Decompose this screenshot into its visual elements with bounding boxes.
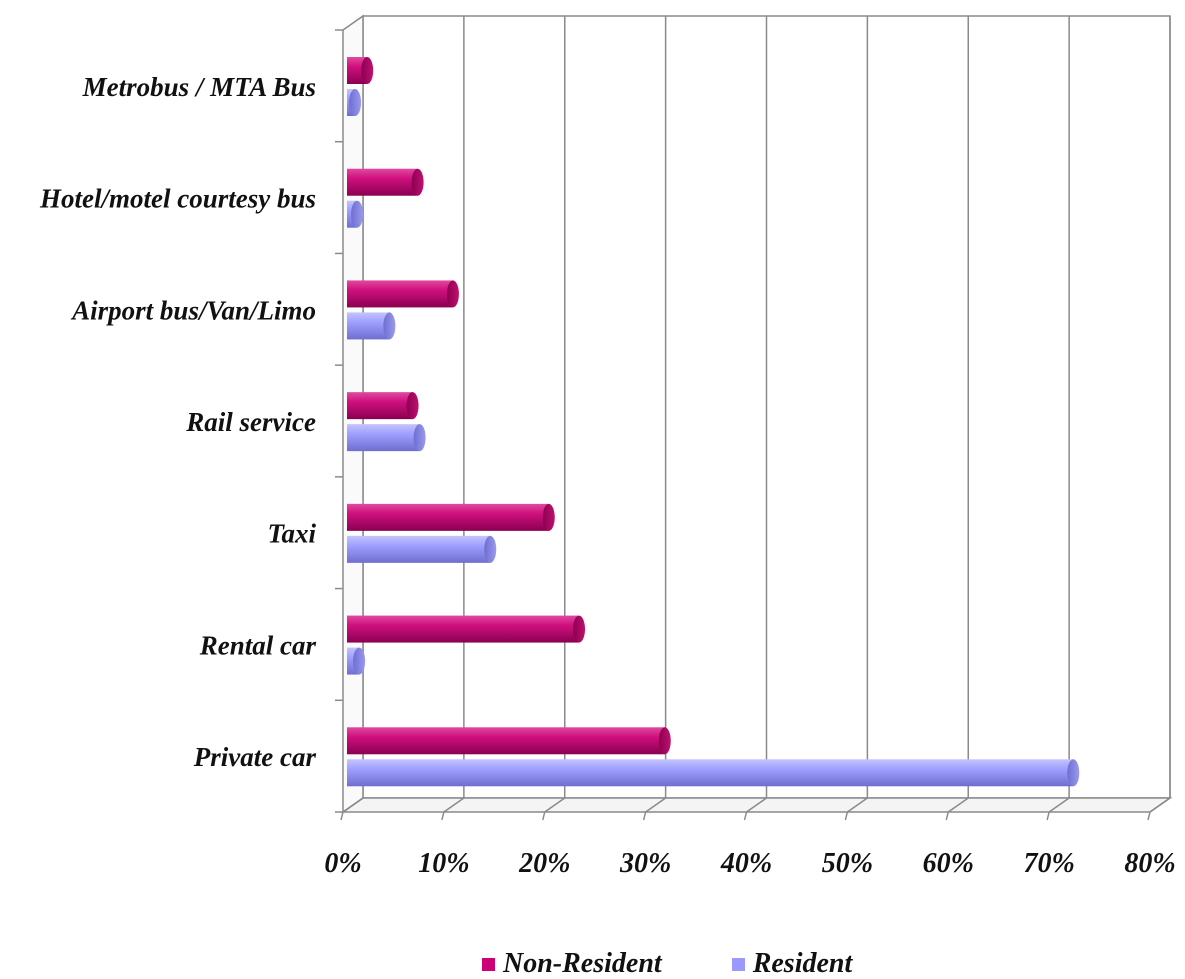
x-tick-mark <box>743 811 748 821</box>
legend-label-resident: Resident <box>752 948 853 979</box>
bar-body <box>347 424 420 452</box>
x-tick-label: 40% <box>720 848 772 879</box>
x-tick-mark <box>1147 811 1151 821</box>
bar-body <box>347 280 453 308</box>
legend: Non-Resident Resident <box>482 950 852 978</box>
category-label: Rail service <box>185 407 316 437</box>
category-label: Airport bus/Van/Limo <box>70 295 316 325</box>
bar-body <box>347 312 390 340</box>
axes <box>335 14 1173 821</box>
bar-cap <box>349 89 362 116</box>
bar-body <box>347 727 665 755</box>
bar-cap <box>411 168 424 196</box>
legend-label-non-resident: Non-Resident <box>503 948 662 979</box>
bar-body <box>347 503 549 531</box>
bar-cap <box>351 200 364 228</box>
bar-resident <box>347 647 366 675</box>
x-tick-mark <box>642 811 647 821</box>
floor-tick-line <box>846 797 868 813</box>
x-tick-mark <box>1046 811 1050 821</box>
x-tick-label: 60% <box>923 848 974 879</box>
bar-non-resident <box>347 615 586 643</box>
floor-tick-line <box>342 797 364 813</box>
labels: 0% 10% 20% 30% 40% 50% 60% 70% 80% Metrobus / MTA… <box>39 72 1176 879</box>
bar-cap <box>1067 759 1080 787</box>
x-tick-mark <box>844 811 849 821</box>
bar-non-resident <box>347 57 374 84</box>
bar-resident <box>347 200 364 228</box>
x-tick-label: 10% <box>418 848 469 879</box>
x-tick-label: 30% <box>619 848 671 879</box>
legend-item-non-resident: Non-Resident <box>482 950 662 978</box>
bar-cap <box>383 312 396 340</box>
floor-tick-line <box>947 797 969 813</box>
bar-cap <box>413 424 426 452</box>
bar-cap <box>484 535 497 563</box>
category-label: Private car <box>193 742 317 772</box>
bar-resident <box>347 312 396 340</box>
bar-resident <box>347 89 362 116</box>
x-tick-label: 0% <box>324 848 361 879</box>
bar-non-resident <box>347 280 459 308</box>
bar-non-resident <box>347 168 424 196</box>
x-tick-label: 50% <box>822 848 873 879</box>
category-label: Rental car <box>199 630 317 660</box>
bar-body <box>347 168 418 196</box>
bar-resident <box>347 535 497 563</box>
legend-item-resident: Resident <box>731 948 853 979</box>
floor-tick-line <box>746 797 767 813</box>
floor-tick-line <box>1149 797 1171 813</box>
bar-cap <box>361 57 374 84</box>
bar-cap <box>406 392 419 420</box>
floor-tick-line <box>443 797 465 813</box>
floor-tick-line <box>1048 797 1070 813</box>
x-tick-label: 80% <box>1124 848 1175 879</box>
bar-body <box>347 615 580 643</box>
bar-cap <box>353 647 366 675</box>
category-label: Metrobus / MTA Bus <box>82 72 316 102</box>
bar-cap <box>573 615 586 643</box>
bar-non-resident <box>347 727 671 755</box>
legend-swatch-resident <box>731 957 745 971</box>
bar-body <box>347 392 413 420</box>
x-tick-label: 20% <box>518 848 570 879</box>
category-label: Hotel/motel courtesy bus <box>39 184 316 214</box>
floor-tick-line <box>544 797 566 813</box>
floor-tick-line <box>645 797 667 813</box>
bar-resident <box>347 759 1080 787</box>
category-label: Taxi <box>267 519 316 549</box>
bar-non-resident <box>347 503 555 531</box>
x-tick-mark <box>542 811 546 821</box>
bar-non-resident <box>347 392 419 420</box>
bar-cap <box>658 727 671 755</box>
x-tick-mark <box>945 811 949 821</box>
bars <box>347 57 1080 787</box>
x-tick-label: 70% <box>1023 848 1074 879</box>
bar-body <box>347 535 491 563</box>
bar-cap <box>542 503 555 531</box>
bar-body <box>347 759 1074 787</box>
x-tick-mark <box>441 811 445 821</box>
x-tick-mark <box>340 811 344 821</box>
legend-swatch-non-resident <box>482 957 495 971</box>
bar-cap <box>446 280 459 308</box>
bar-resident <box>347 424 426 452</box>
